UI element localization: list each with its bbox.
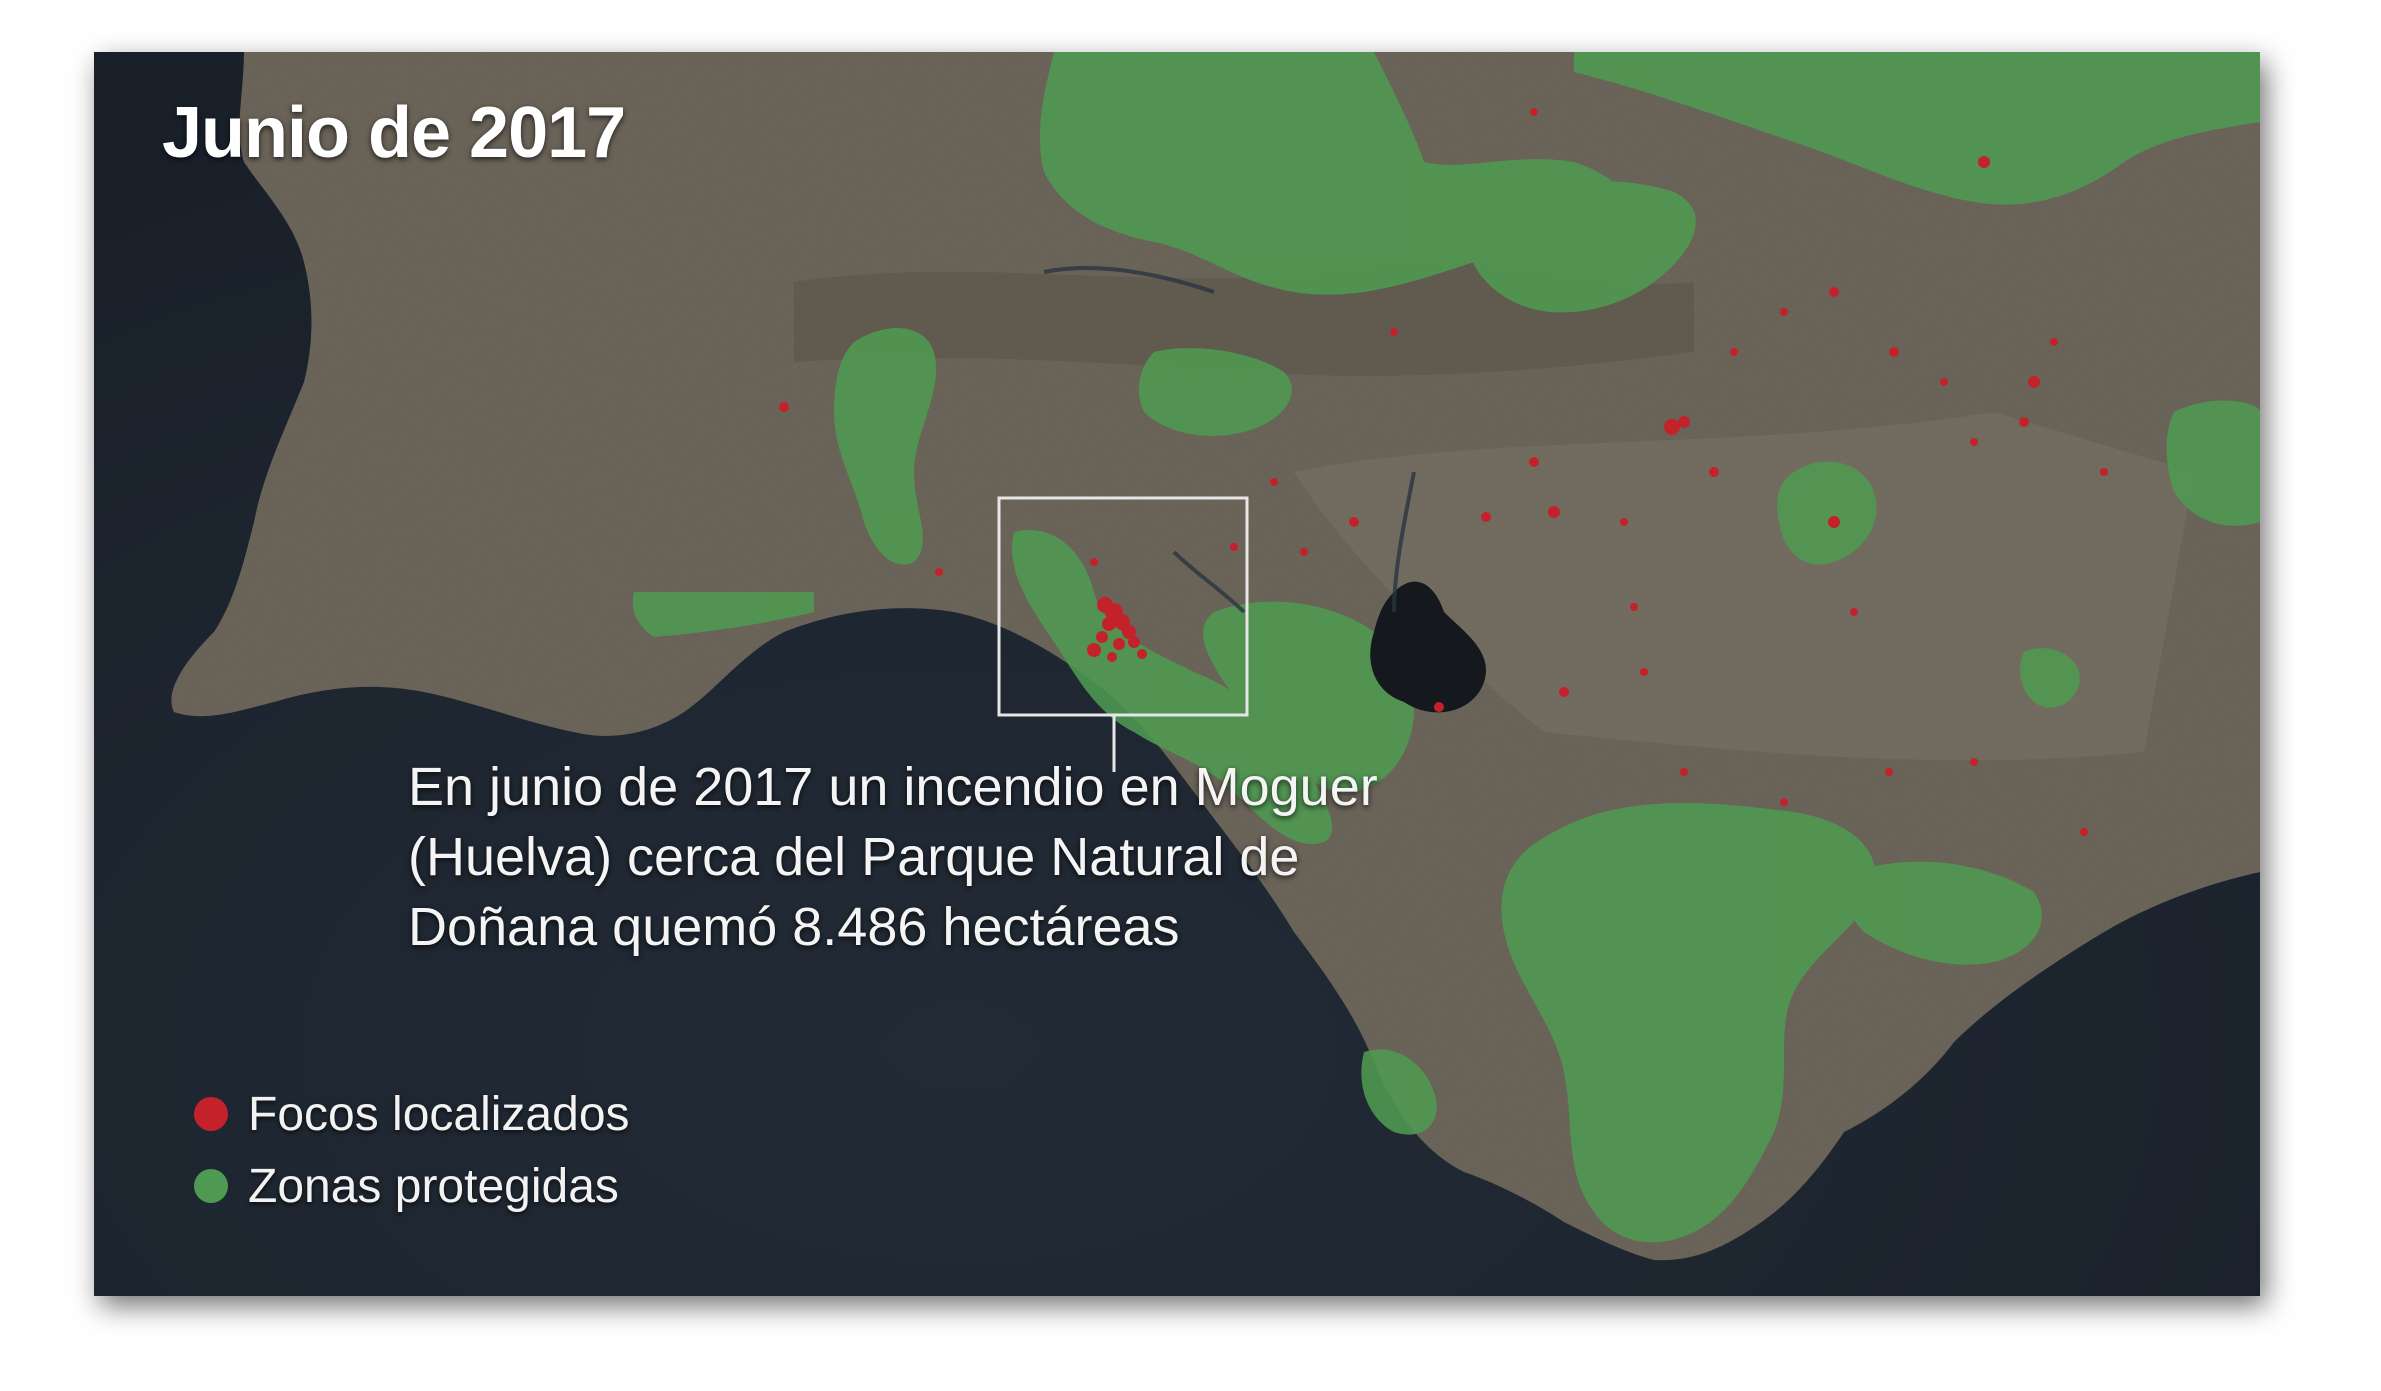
land-shade xyxy=(1294,412,2194,761)
legend-label: Focos localizados xyxy=(248,1087,630,1141)
protected-zones xyxy=(632,52,2260,1243)
caption-line: (Huelva) cerca del Parque Natural de xyxy=(408,827,1300,887)
caption-text: En junio de 2017 un incendio en Moguer (… xyxy=(408,752,1558,962)
caption-line: En junio de 2017 un incendio en Moguer xyxy=(408,757,1378,817)
legend-item-fires: Focos localizados xyxy=(194,1078,630,1150)
legend-label: Zonas protegidas xyxy=(248,1159,619,1213)
protected-dot-icon xyxy=(194,1169,228,1203)
rivers xyxy=(1043,266,1416,614)
fire-spots xyxy=(779,108,2108,836)
fire-dot-icon xyxy=(194,1097,228,1131)
legend-item-protected: Zonas protegidas xyxy=(194,1150,630,1222)
land-shade xyxy=(794,260,1694,376)
legend: Focos localizados Zonas protegidas xyxy=(194,1078,630,1222)
satellite-map xyxy=(94,52,2260,1296)
map-panel: Junio de 2017 En junio de 2017 un incend… xyxy=(94,52,2260,1296)
marsh-dark xyxy=(1370,581,1486,713)
map-title: Junio de 2017 xyxy=(162,93,626,173)
focus-box xyxy=(997,496,1249,717)
caption-line: Doñana quemó 8.486 hectáreas xyxy=(408,897,1180,957)
